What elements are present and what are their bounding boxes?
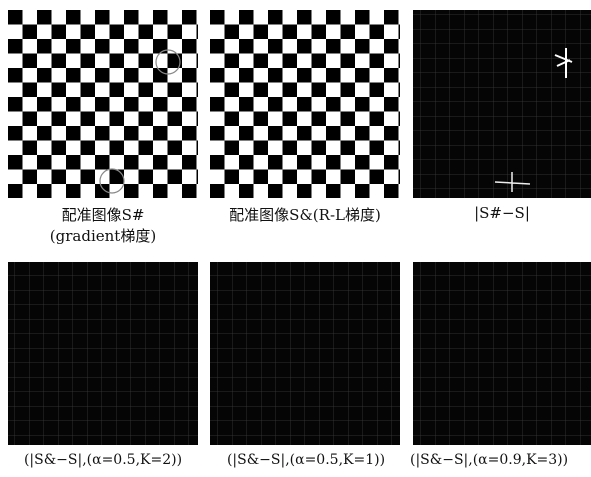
caption: (|S&−S|,(α=0.5,K=2)) [0, 452, 206, 468]
caption-line: 配准图像S# [8, 204, 198, 225]
caption: 配准图像S# (gradient梯度) [8, 204, 198, 246]
image-difference [210, 262, 400, 445]
image-difference [413, 10, 591, 198]
image-registered-gradient [8, 10, 198, 198]
image-difference [8, 262, 198, 445]
caption: |S#−S| [413, 204, 591, 222]
caption: 配准图像S&(R-L梯度) [200, 204, 410, 225]
caption: (|S&−S|,(α=0.9,K=3)) [410, 452, 591, 468]
caption-line: (gradient梯度) [8, 225, 198, 246]
image-registered-rl [210, 10, 400, 198]
figure: 配准图像S# (gradient梯度) 配准图像S&(R-L梯度) |S#−S|… [0, 0, 591, 477]
caption: (|S&−S|,(α=0.5,K=1)) [204, 452, 408, 468]
image-difference [413, 262, 591, 445]
